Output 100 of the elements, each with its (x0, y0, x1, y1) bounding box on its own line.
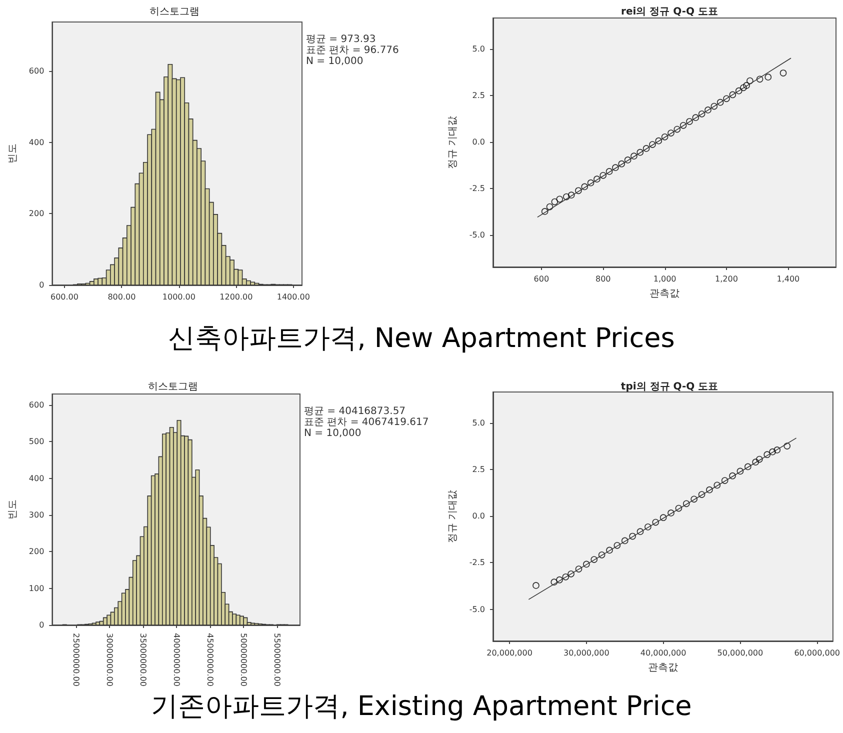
point (764, 451, 771, 458)
point (655, 137, 662, 144)
point (704, 106, 712, 114)
y-tick-label: 5.0 (472, 44, 485, 54)
x-tick-label: 1,200 (715, 274, 738, 284)
point (568, 192, 575, 198)
x-axis-title: 관측값 (648, 662, 678, 674)
text: 평균 = 973.93 (306, 34, 376, 45)
point (744, 463, 752, 470)
point (661, 134, 668, 140)
y-tick-label: -2.5 (469, 558, 485, 568)
y-axis-title: 빈도 (8, 500, 18, 520)
point (606, 168, 613, 175)
point (710, 102, 718, 110)
y-tick-label: 600 (28, 400, 44, 410)
text: N = 10,000 (306, 56, 364, 67)
x-tick-label: 50000000.00 (239, 633, 248, 686)
x-tick-label: 800 (595, 274, 611, 284)
y-tick-label: 2.5 (472, 90, 485, 100)
y-tick-label: 0 (39, 280, 44, 290)
x-tick-label: 40,000,000 (640, 648, 686, 658)
y-axis-title: 정규 기대값 (448, 116, 458, 170)
point (563, 193, 570, 200)
y-axis-title: 정규 기대값 (448, 490, 458, 544)
y-tick-label: 0.0 (472, 137, 485, 146)
point (675, 504, 682, 512)
point (550, 578, 558, 586)
x-tick-label: 55000000.00 (272, 633, 282, 686)
point (541, 208, 548, 215)
point (729, 472, 736, 480)
y-tick-label: 0 (39, 620, 44, 630)
point (692, 114, 700, 121)
point (780, 70, 787, 76)
text: N = 10,000 (304, 428, 362, 439)
x-tick-label: 20,000,000 (486, 648, 532, 658)
point (649, 141, 656, 148)
x-tick-label: 1,400 (776, 274, 800, 284)
point (556, 196, 564, 203)
text: 기존아파트가격, Existing Apartment Price (150, 690, 693, 724)
point (682, 500, 690, 508)
point (721, 477, 728, 484)
point (618, 160, 626, 168)
point (729, 91, 736, 98)
point (644, 524, 652, 530)
point (743, 82, 750, 89)
point (764, 74, 772, 80)
x-tick-label: 1,000 (653, 274, 676, 284)
point (621, 537, 628, 544)
point (612, 164, 619, 171)
point (668, 130, 674, 136)
x-tick-label: 40000000.00 (172, 633, 182, 686)
chart-title: tpi의 정규 Q-Q 도표 (620, 382, 718, 392)
point (642, 145, 650, 152)
point (784, 442, 791, 450)
point (714, 482, 721, 489)
x-tick-label: 800.00 (108, 292, 136, 302)
point (706, 486, 713, 494)
point (598, 551, 606, 558)
y-axis-title: 빈도 (8, 144, 18, 164)
point (624, 156, 632, 164)
point (629, 532, 636, 540)
point (630, 152, 638, 160)
point (736, 468, 744, 475)
point (594, 176, 600, 183)
y-tick-label: 400 (28, 474, 44, 483)
point (769, 448, 776, 456)
chart-title: 히스토그램 (148, 382, 198, 392)
x-tick-label: 1200.00 (220, 292, 253, 302)
y-tick-label: 200 (28, 209, 44, 218)
x-tick-label: 600 (534, 274, 550, 284)
point (551, 198, 558, 206)
x-tick-label: 1400.00 (276, 292, 310, 302)
y-tick-label: -5.0 (469, 230, 485, 240)
y-tick-label: 400 (28, 138, 44, 147)
point (636, 528, 644, 535)
y-tick-label: 300 (28, 510, 44, 520)
point (581, 183, 588, 190)
point (546, 203, 554, 210)
point (606, 546, 613, 554)
chart-title: 히스토그램 (150, 6, 200, 18)
x-tick-label: 30000000.00 (104, 633, 114, 686)
text: 신축아파트가격, New Apartment Prices (167, 322, 676, 356)
x-tick-label: 35000000.00 (138, 633, 148, 686)
y-tick-label: 600 (28, 66, 44, 76)
y-tick-label: 2.5 (472, 465, 485, 474)
point (568, 570, 574, 578)
x-tick-label: 50,000,000 (717, 648, 764, 658)
point (723, 95, 730, 102)
point (556, 576, 563, 584)
point (698, 491, 706, 498)
point (668, 510, 674, 516)
point (583, 560, 590, 568)
text: 평균 = 40416873.57 (304, 406, 406, 417)
x-tick-label: 30,000,000 (564, 648, 610, 658)
x-tick-label: 25000000.00 (71, 633, 80, 686)
x-tick-label: 60,000,000 (794, 648, 840, 658)
x-tick-label: 1000.00 (162, 292, 196, 302)
point (660, 514, 667, 522)
point (575, 566, 582, 572)
chart-title: rei의 정규 Q-Q 도표 (621, 6, 718, 18)
